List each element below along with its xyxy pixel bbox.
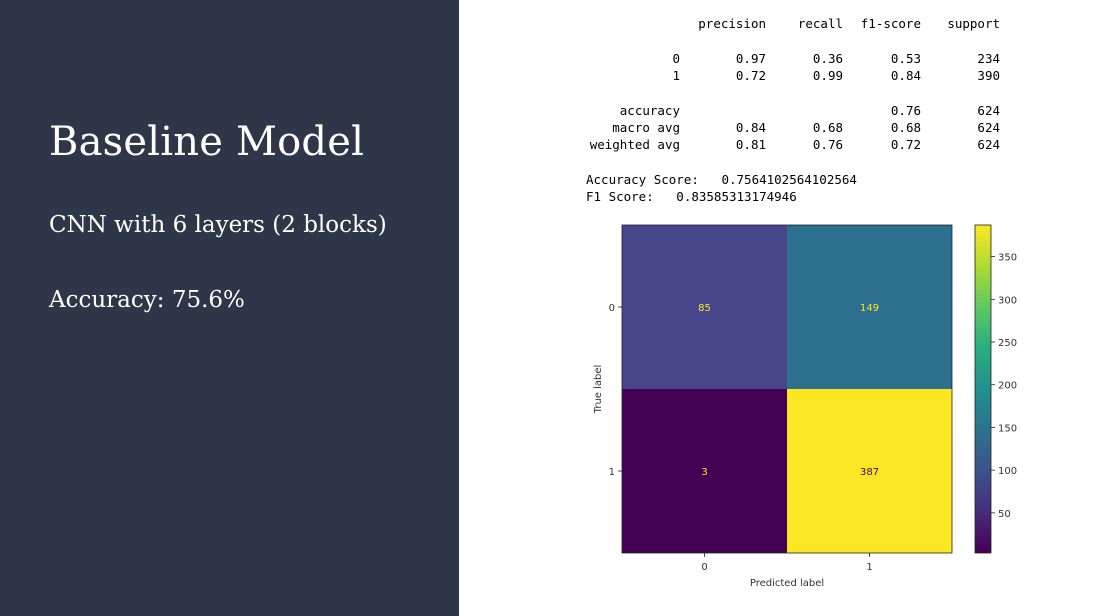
matrix-cell-value: 3 <box>701 467 707 478</box>
report-cell: 624 <box>977 103 1000 118</box>
report-cell: 0.72 <box>890 137 921 152</box>
x-tick-label: 1 <box>866 562 872 573</box>
x-tick-label: 0 <box>701 562 707 573</box>
report-row-label: weighted avg <box>589 137 680 152</box>
report-cell: 0.72 <box>735 68 766 83</box>
report-header-f1: f1-score <box>860 16 921 31</box>
matrix-frame <box>621 224 953 554</box>
confusion-matrix-chart: 85 149 3 387 0 1 0 1 Predicted label True label 5… <box>593 224 1017 589</box>
matrix-cell-1-1 <box>787 389 952 553</box>
report-cell: 0.81 <box>735 137 766 152</box>
report-cell: 0.84 <box>735 120 766 135</box>
report-row-label: 1 <box>672 68 680 83</box>
report-header-recall: recall <box>797 16 843 31</box>
matrix-cell-1-0 <box>622 389 787 553</box>
report-cell: 624 <box>977 137 1000 152</box>
matrix-cell-0-0 <box>622 225 787 389</box>
report-row-label: 0 <box>672 51 680 66</box>
report-row-label: accuracy <box>619 103 680 118</box>
matrix-cell-0-1 <box>787 225 952 389</box>
report-cell: 0.76 <box>890 103 921 118</box>
report-cell: 390 <box>977 68 1000 83</box>
y-tick-label: 0 <box>609 303 615 314</box>
results-panel: precision recall f1-score support 0 0.97… <box>459 0 1113 616</box>
model-description: CNN with 6 layers (2 blocks) <box>49 212 387 238</box>
colorbar-tick-label: 350 <box>998 253 1017 264</box>
matrix-cell-value: 149 <box>860 303 879 314</box>
accuracy-summary: Accuracy: 75.6% <box>49 287 245 313</box>
y-tick-label: 1 <box>609 467 615 478</box>
matrix-cell-value: 85 <box>698 303 711 314</box>
report-cell: 0.84 <box>890 68 921 83</box>
colorbar <box>974 224 992 554</box>
report-cell: 0.99 <box>812 68 843 83</box>
report-cell: 0.36 <box>812 51 843 66</box>
f1-score-line: F1 Score: 0.83585313174946 <box>586 189 797 204</box>
report-cell: 0.68 <box>812 120 843 135</box>
colorbar-tick-label: 50 <box>998 509 1011 520</box>
report-cell: 0.97 <box>735 51 766 66</box>
report-cell: 0.76 <box>812 137 843 152</box>
report-cell: 0.68 <box>890 120 921 135</box>
matrix-cell-value: 387 <box>860 467 879 478</box>
classification-report: precision recall f1-score support 0 0.97… <box>459 0 1113 210</box>
colorbar-tick-label: 250 <box>998 338 1017 349</box>
colorbar-tick-label: 100 <box>998 466 1017 477</box>
accuracy-score-line: Accuracy Score: 0.7564102564102564 <box>586 172 857 187</box>
slide-text-panel: Baseline Model CNN with 6 layers (2 bloc… <box>0 0 459 616</box>
colorbar-tick-label: 300 <box>998 295 1017 306</box>
report-cell: 0.53 <box>890 51 921 66</box>
colorbar-tick-label: 150 <box>998 423 1017 434</box>
report-header-precision: precision <box>698 16 766 31</box>
report-row-label: macro avg <box>612 120 680 135</box>
report-header-support: support <box>947 16 1000 31</box>
report-cell: 624 <box>977 120 1000 135</box>
x-axis-title: Predicted label <box>750 578 824 589</box>
y-axis-title: True label <box>593 365 604 415</box>
slide-title: Baseline Model <box>49 119 365 165</box>
colorbar-tick-label: 200 <box>998 381 1017 392</box>
report-cell: 234 <box>977 51 1000 66</box>
